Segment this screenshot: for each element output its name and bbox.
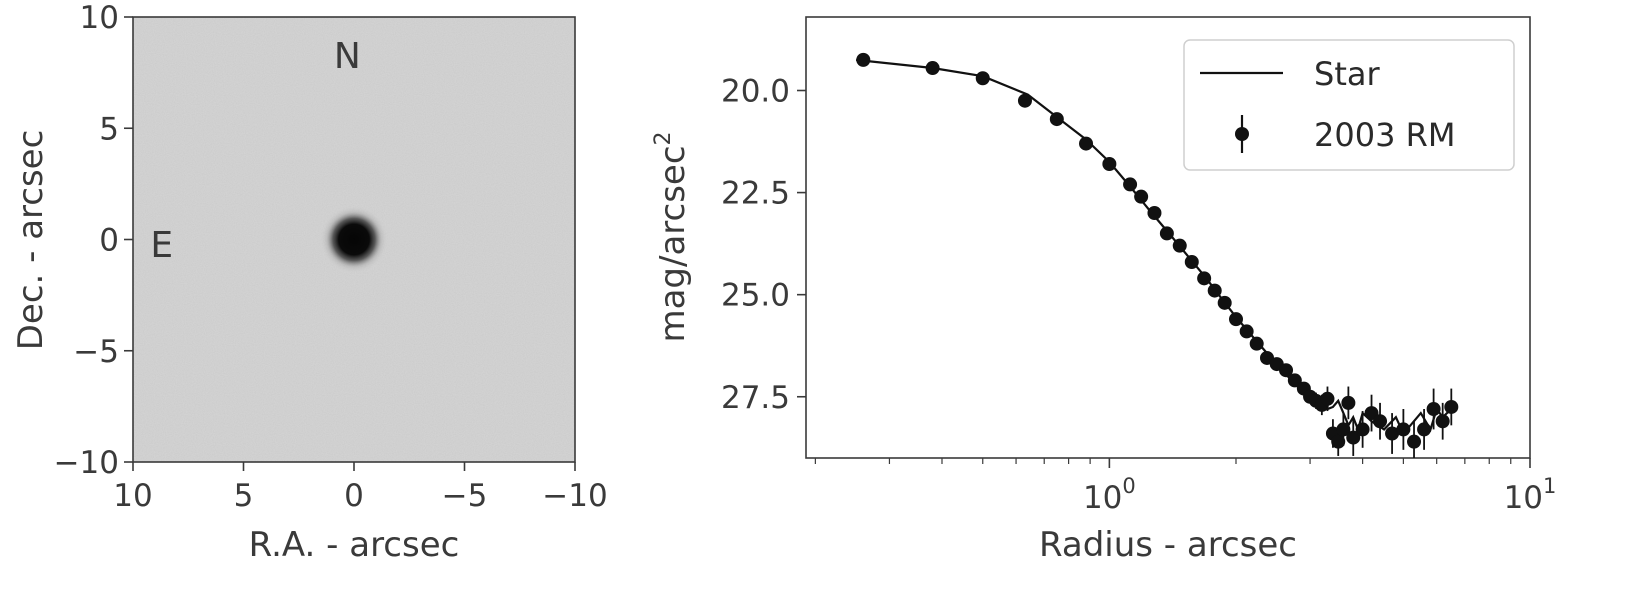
- point-2003rm: [1355, 422, 1370, 437]
- image-x-tick-label: 5: [234, 478, 254, 514]
- profile-y-tick-label: 27.5: [721, 380, 790, 416]
- point-2003rm: [1249, 336, 1264, 351]
- profile-x-tick-label: 100: [1083, 474, 1136, 516]
- point-2003rm: [1426, 402, 1441, 416]
- image-annotations: NE: [150, 36, 360, 266]
- legend: Star 2003 RM: [1183, 39, 1515, 171]
- point-2003rm: [1444, 399, 1459, 414]
- point-2003rm: [1239, 324, 1254, 339]
- point-2003rm: [925, 61, 940, 76]
- legend-2003rm-marker: [1235, 127, 1249, 141]
- source-blob: [320, 205, 388, 274]
- point-2003rm: [1123, 177, 1138, 192]
- point-2003rm: [1134, 189, 1149, 204]
- point-2003rm: [1336, 422, 1351, 437]
- sky-image: [133, 17, 575, 462]
- image-x-tick-label: −5: [442, 478, 488, 514]
- series-layer: [855, 52, 1459, 458]
- point-2003rm: [1385, 426, 1400, 441]
- point-2003rm: [1320, 391, 1335, 406]
- point-2003rm: [1207, 283, 1222, 298]
- compass-label-e: E: [150, 225, 173, 266]
- point-2003rm: [1396, 422, 1411, 437]
- profile-y-axis-label: mag/arcsec2: [651, 131, 693, 342]
- point-2003rm: [1341, 395, 1356, 410]
- point-2003rm: [1331, 434, 1346, 449]
- point-2003rm: [1287, 373, 1302, 388]
- legend-entry-star: Star: [1314, 55, 1380, 93]
- profile-panel: 100 101 20.022.525.027.5 Radius - arcsec …: [651, 16, 1557, 565]
- point-2003rm: [1172, 238, 1187, 253]
- point-2003rm: [1435, 414, 1450, 429]
- profile-y-axis-label-superscript: 2: [651, 131, 676, 145]
- point-2003rm: [1184, 255, 1199, 269]
- image-y-tick-label: 0: [99, 223, 119, 259]
- compass-label-n: N: [334, 36, 361, 77]
- point-2003rm: [1228, 312, 1243, 327]
- profile-x-axis-label: Radius - arcsec: [1039, 525, 1297, 565]
- point-2003rm: [1279, 363, 1294, 378]
- profile-x-tick-label: 101: [1504, 474, 1557, 516]
- point-2003rm: [975, 71, 990, 86]
- point-2003rm: [856, 52, 871, 67]
- image-y-tick-label: −10: [54, 445, 119, 481]
- point-2003rm: [1373, 414, 1388, 429]
- image-y-tick-label: 10: [80, 0, 119, 36]
- point-2003rm: [1407, 434, 1422, 449]
- image-y-axis-label: Dec. - arcsec: [11, 130, 51, 351]
- image-x-ticks: 10 5 0 −5 −10: [113, 462, 608, 514]
- point-2003rm: [1017, 93, 1032, 108]
- point-2003rm: [1102, 157, 1117, 171]
- profile-y-tick-label: 25.0: [721, 278, 790, 314]
- point-2003rm: [1217, 295, 1232, 310]
- point-2003rm: [1159, 226, 1174, 241]
- legend-entry-2003rm: 2003 RM: [1314, 116, 1455, 154]
- profile-y-ticks: 20.0 22.5 25.0 27.5: [721, 74, 806, 416]
- profile-y-tick-label: 22.5: [721, 176, 790, 212]
- profile-x-ticks: 100 101: [814, 458, 1557, 516]
- image-y-tick-label: 5: [99, 111, 119, 147]
- image-y-tick-label: −5: [73, 334, 119, 370]
- image-x-tick-label: −10: [542, 478, 607, 514]
- image-x-tick-label: 0: [344, 478, 364, 514]
- image-y-ticks: 10 5 0 −5 −10: [54, 0, 133, 481]
- point-2003rm: [1197, 271, 1212, 286]
- image-x-axis-label: R.A. - arcsec: [249, 525, 460, 565]
- point-2003rm: [1346, 430, 1361, 445]
- point-2003rm: [1417, 422, 1432, 437]
- point-2003rm: [1147, 206, 1162, 220]
- point-2003rm: [1079, 136, 1094, 151]
- point-2003rm: [1049, 112, 1064, 127]
- image-x-tick-label: 10: [113, 478, 152, 514]
- profile-y-tick-label: 20.0: [721, 74, 790, 110]
- profile-y-axis-label-base: mag/arcsec: [653, 145, 693, 342]
